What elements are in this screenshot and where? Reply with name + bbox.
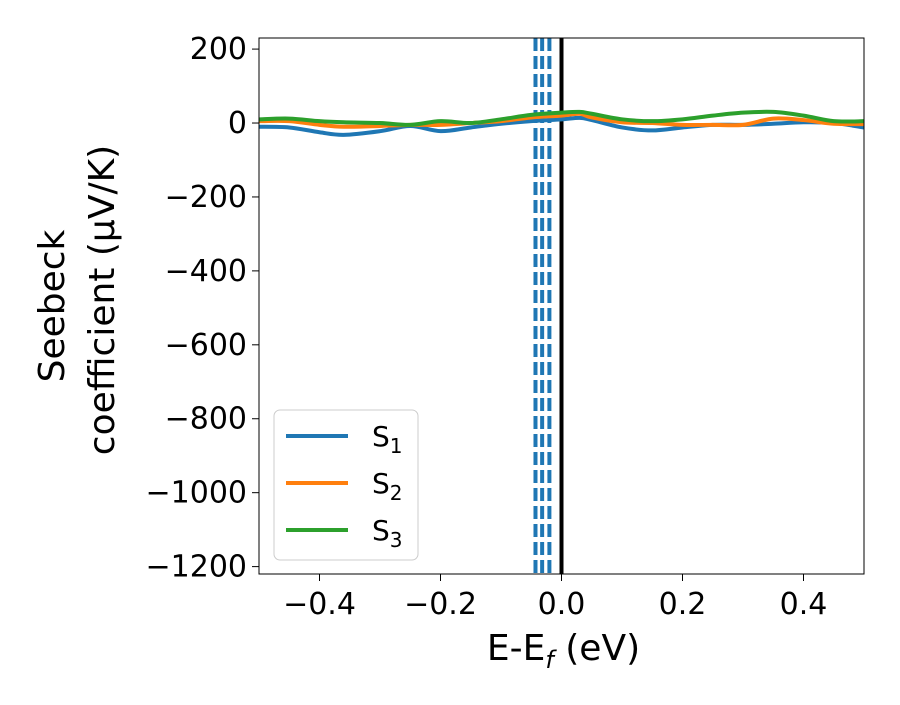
legend-label-s2: S2: [372, 467, 403, 505]
x-tick-label: −0.4: [283, 587, 356, 622]
legend-label-s3: S3: [372, 514, 403, 552]
x-tick-label: 0.0: [538, 587, 586, 622]
y-tick-label: −800: [165, 402, 247, 437]
x-axis-title-main: E-E: [487, 628, 545, 669]
y-tick-label: −1000: [146, 476, 247, 511]
y-axis-title-line2: coefficient (μV/K): [82, 145, 123, 455]
y-tick-label: −600: [165, 328, 247, 363]
x-tick-label: 0.2: [659, 587, 707, 622]
series-lines: [259, 109, 864, 137]
series-line-s2: [259, 111, 864, 129]
y-axis-title-line1: Seebeck: [32, 229, 73, 382]
y-tick-label: −1200: [146, 550, 247, 585]
vertical-reference-lines: [533, 38, 564, 574]
y-tick-label: 0: [228, 106, 247, 141]
x-tick-label: 0.4: [780, 587, 828, 622]
y-axis-title: Seebeck coefficient (μV/K): [32, 145, 123, 455]
y-axis-ticks: 200 0 −200 −400 −600 −800 −1000 −1200: [146, 32, 259, 585]
legend-label-s1: S1: [372, 420, 403, 458]
x-tick-label: −0.2: [404, 587, 477, 622]
x-axis-ticks: −0.4 −0.2 0.0 0.2 0.4: [283, 574, 827, 622]
y-tick-label: −400: [165, 254, 247, 289]
y-tick-label: −200: [165, 180, 247, 215]
series-line-s1: [259, 115, 864, 137]
legend: S1 S2 S3: [273, 409, 419, 561]
x-axis-title: E-Ef (eV): [487, 628, 640, 674]
x-axis-title-tail: (eV): [554, 628, 640, 669]
y-tick-label: 200: [190, 32, 247, 67]
series-line-s3: [259, 109, 864, 127]
